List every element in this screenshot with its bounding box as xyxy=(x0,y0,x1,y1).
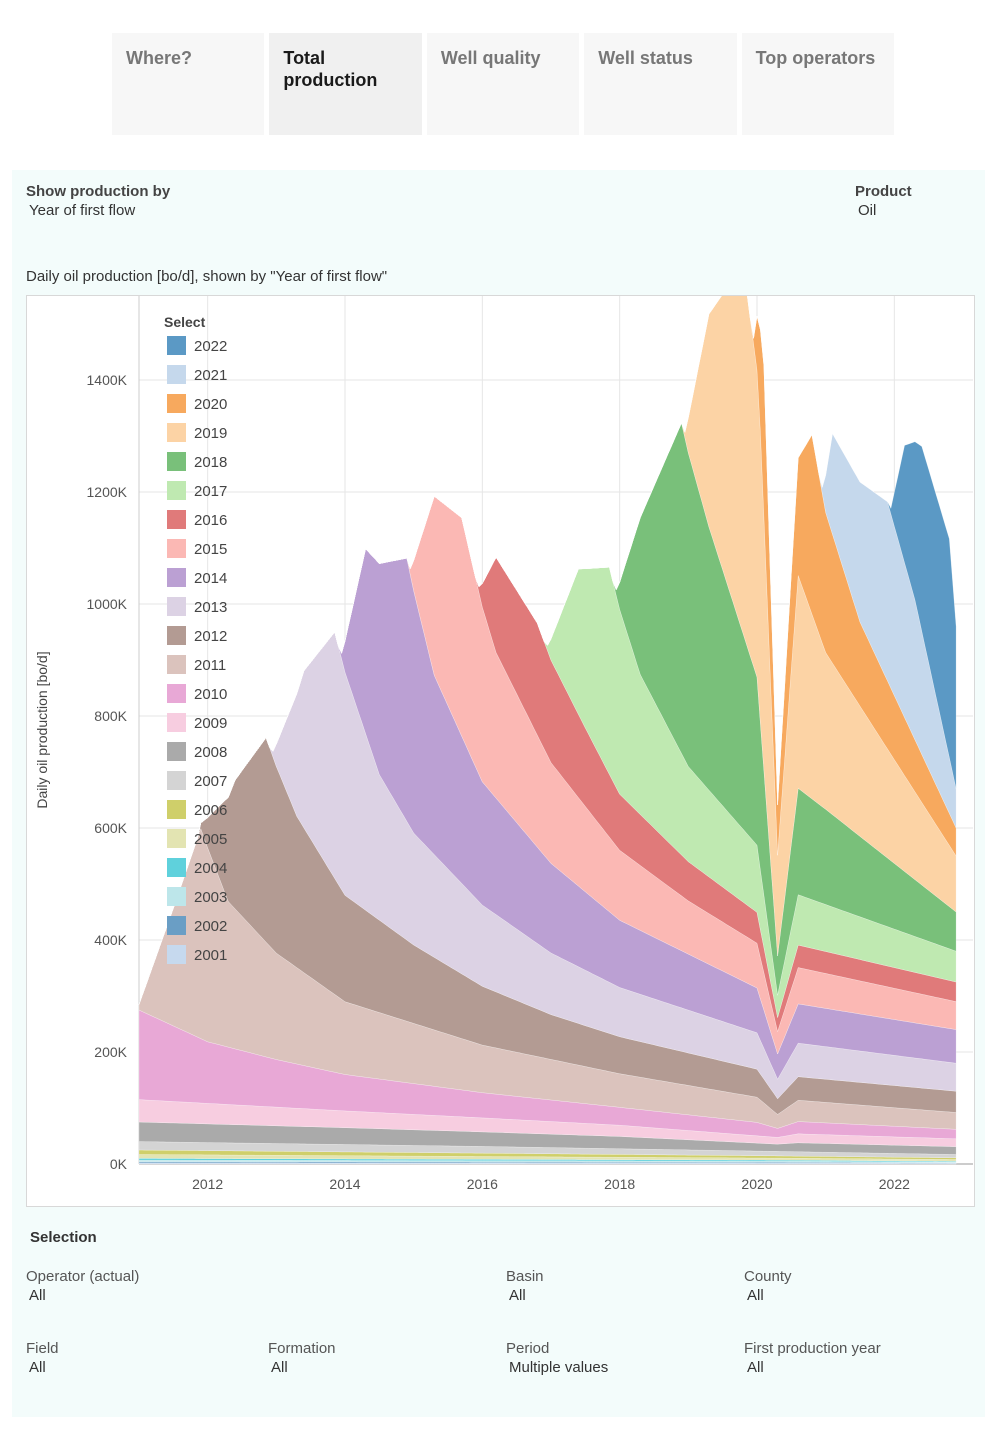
basin-filter-label: Basin xyxy=(506,1268,544,1285)
legend-swatch-2015 xyxy=(167,539,186,558)
legend-swatch-2009 xyxy=(167,713,186,732)
legend-swatch-2006 xyxy=(167,800,186,819)
formation-filter-label: Formation xyxy=(268,1340,336,1357)
legend-swatch-2004 xyxy=(167,858,186,877)
legend-swatch-2018 xyxy=(167,452,186,471)
area-series-2022 xyxy=(138,296,957,1005)
selection-title: Selection xyxy=(30,1229,97,1246)
y-tick-label: 1200K xyxy=(87,484,128,500)
chart-title: Daily oil production [bo/d], shown by "Y… xyxy=(26,268,388,285)
basin-filter[interactable]: All xyxy=(509,1287,526,1304)
y-tick-label: 800K xyxy=(94,708,127,724)
legend-swatch-2020 xyxy=(167,394,186,413)
tab-top-operators[interactable]: Top operators xyxy=(741,33,895,135)
legend-label-2001: 2001 xyxy=(194,947,227,964)
legend-swatch-2002 xyxy=(167,916,186,935)
tab-where[interactable]: Where? xyxy=(112,33,265,135)
x-tick-label: 2016 xyxy=(467,1176,498,1192)
field-filter-label: Field xyxy=(26,1340,59,1357)
legend-label-2015: 2015 xyxy=(194,541,227,558)
operator-filter[interactable]: All xyxy=(29,1287,46,1304)
legend-swatch-2001 xyxy=(167,945,186,964)
legend-swatch-2021 xyxy=(167,365,186,384)
legend-swatch-2008 xyxy=(167,742,186,761)
tab-bar: Where? Total production Well quality Wel… xyxy=(112,33,895,135)
product-label: Product xyxy=(855,183,912,200)
legend-label-2010: 2010 xyxy=(194,686,227,703)
legend-label-2007: 2007 xyxy=(194,773,227,790)
legend-label-2022: 2022 xyxy=(194,338,227,355)
y-tick-label: 200K xyxy=(94,1044,127,1060)
formation-filter[interactable]: All xyxy=(271,1359,288,1376)
county-filter-label: County xyxy=(744,1268,792,1285)
legend-label-2019: 2019 xyxy=(194,425,227,442)
legend-swatch-2003 xyxy=(167,887,186,906)
legend-swatch-2010 xyxy=(167,684,186,703)
area-chart: 0K 200K 400K 600K 800K 1000K 1200K 1400K 2012 201… xyxy=(34,296,973,1192)
legend-swatch-2011 xyxy=(167,655,186,674)
legend-label-2017: 2017 xyxy=(194,483,227,500)
legend-label-2005: 2005 xyxy=(194,831,227,848)
x-tick-label: 2012 xyxy=(192,1176,223,1192)
operator-filter-label: Operator (actual) xyxy=(26,1268,140,1285)
legend-label-2009: 2009 xyxy=(194,715,227,732)
legend-label-2016: 2016 xyxy=(194,512,227,529)
legend-swatch-2017 xyxy=(167,481,186,500)
dashboard-panel: Show production by Year of first flow Pr… xyxy=(12,170,985,1417)
chart-container: 0K 200K 400K 600K 800K 1000K 1200K 1400K 2012 201… xyxy=(26,295,975,1207)
legend-label-2012: 2012 xyxy=(194,628,227,645)
legend-label-2014: 2014 xyxy=(194,570,227,587)
legend-label-2003: 2003 xyxy=(194,889,227,906)
legend-label-2002: 2002 xyxy=(194,918,227,935)
tab-well-status[interactable]: Well status xyxy=(584,33,737,135)
legend-label-2006: 2006 xyxy=(194,802,227,819)
product-dropdown[interactable]: Oil xyxy=(858,202,877,219)
legend-label-2004: 2004 xyxy=(194,860,227,877)
first-production-year-label: First production year xyxy=(744,1340,881,1357)
legend-label-2020: 2020 xyxy=(194,396,227,413)
x-tick-label: 2022 xyxy=(879,1176,910,1192)
legend-swatch-2019 xyxy=(167,423,186,442)
tab-well-quality[interactable]: Well quality xyxy=(426,33,580,135)
legend-label-2011: 2011 xyxy=(194,657,226,674)
tab-total-production[interactable]: Total production xyxy=(269,33,422,135)
legend-swatch-2012 xyxy=(167,626,186,645)
period-filter[interactable]: Multiple values xyxy=(509,1359,609,1376)
show-by-label: Show production by xyxy=(26,183,171,200)
legend-label-2018: 2018 xyxy=(194,454,227,471)
x-tick-label: 2020 xyxy=(741,1176,772,1192)
y-tick-label: 0K xyxy=(110,1156,128,1172)
x-tick-label: 2014 xyxy=(329,1176,360,1192)
legend-swatch-2014 xyxy=(167,568,186,587)
legend-swatch-2013 xyxy=(167,597,186,616)
first-production-year-filter[interactable]: All xyxy=(747,1359,764,1376)
y-tick-label: 1000K xyxy=(87,596,128,612)
legend-swatch-2016 xyxy=(167,510,186,529)
legend-title: Select xyxy=(164,314,206,330)
period-filter-label: Period xyxy=(506,1340,550,1357)
y-tick-label: 600K xyxy=(94,820,127,836)
legend-label-2013: 2013 xyxy=(194,599,227,616)
legend-label-2021: 2021 xyxy=(194,367,227,384)
y-tick-label: 400K xyxy=(94,932,127,948)
field-filter[interactable]: All xyxy=(29,1359,46,1376)
y-tick-label: 1400K xyxy=(87,372,128,388)
y-axis-title: Daily oil production [bo/d] xyxy=(34,651,50,808)
legend-swatch-2007 xyxy=(167,771,186,790)
x-tick-label: 2018 xyxy=(604,1176,635,1192)
legend-swatch-2022 xyxy=(167,336,186,355)
show-by-dropdown[interactable]: Year of first flow xyxy=(29,202,136,219)
legend-label-2008: 2008 xyxy=(194,744,227,761)
county-filter[interactable]: All xyxy=(747,1287,764,1304)
legend-swatch-2005 xyxy=(167,829,186,848)
